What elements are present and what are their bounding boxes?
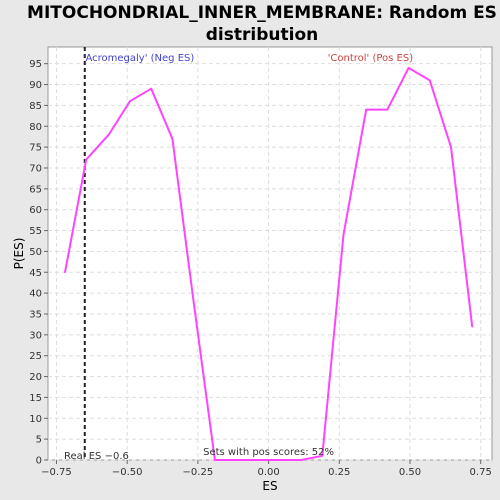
y-tick-label: 15: [29, 393, 42, 404]
y-axis-label: P(ES): [12, 238, 26, 270]
y-tick-label: 0: [36, 456, 42, 467]
y-tick-label: 40: [29, 289, 42, 300]
y-tick-label: 25: [29, 351, 42, 362]
x-axis-label: ES: [262, 479, 277, 493]
data-point: [213, 459, 216, 461]
neg-es-label: 'Acromegaly' (Neg ES): [83, 53, 195, 64]
data-point: [85, 158, 88, 161]
x-tick-label: −0.50: [112, 467, 143, 478]
distribution-line: [64, 66, 474, 461]
y-tick-label: 90: [29, 80, 42, 91]
y-tick-label: 20: [29, 372, 42, 383]
data-point: [107, 133, 110, 136]
y-tick-label: 5: [36, 435, 42, 446]
chart-title-line-2: distribution: [206, 25, 318, 45]
data-point: [64, 271, 66, 274]
y-tick-label: 70: [29, 163, 42, 174]
real-es-label: Real ES −0.6: [64, 451, 129, 462]
plot-marks: [64, 47, 474, 461]
y-tick-label: 80: [29, 122, 42, 133]
data-point: [256, 459, 259, 461]
data-point: [150, 87, 153, 90]
data-point: [321, 454, 324, 457]
y-tick-label: 95: [29, 59, 42, 70]
data-point: [171, 137, 174, 140]
y-tick-label: 75: [29, 143, 42, 154]
y-tick-label: 50: [29, 247, 42, 258]
y-tick-label: 10: [29, 414, 42, 425]
data-point: [233, 459, 236, 461]
data-point: [428, 79, 431, 82]
chart-title-line-1: MITOCHONDRIAL_INNER_MEMBRANE: Random ES: [27, 3, 497, 23]
y-tick-label: 45: [29, 268, 42, 279]
pos-es-label: 'Control' (Pos ES): [328, 53, 414, 64]
data-point: [278, 459, 281, 461]
data-point: [365, 108, 368, 111]
gridlines: [48, 47, 492, 461]
x-tick-label: 0.00: [257, 467, 279, 478]
x-tick-label: −0.25: [183, 467, 214, 478]
data-point: [300, 459, 303, 461]
x-tick-label: −0.75: [41, 467, 72, 478]
data-point: [192, 300, 195, 303]
data-point: [342, 233, 345, 236]
y-tick-label: 35: [29, 309, 42, 320]
y-tick-label: 85: [29, 101, 42, 112]
data-point: [471, 325, 474, 328]
pos-scores-label: Sets with pos scores: 52%: [203, 447, 334, 458]
y-tick-label: 60: [29, 205, 42, 216]
axes: 0 5 10 15 20 25 30 35 40 45 50 55 60 65 70 75 80 85 90 95 −0…: [29, 59, 492, 478]
y-tick-label: 55: [29, 226, 42, 237]
data-point: [386, 108, 389, 111]
plot-area: [47, 46, 493, 461]
data-point: [450, 146, 452, 149]
x-tick-label: 0.50: [399, 467, 421, 478]
x-tick-label: 0.75: [470, 467, 492, 478]
y-tick-label: 65: [29, 184, 42, 195]
x-tick-label: 0.25: [328, 467, 350, 478]
data-point: [407, 66, 410, 69]
data-point: [129, 100, 131, 103]
y-tick-label: 30: [29, 330, 42, 341]
